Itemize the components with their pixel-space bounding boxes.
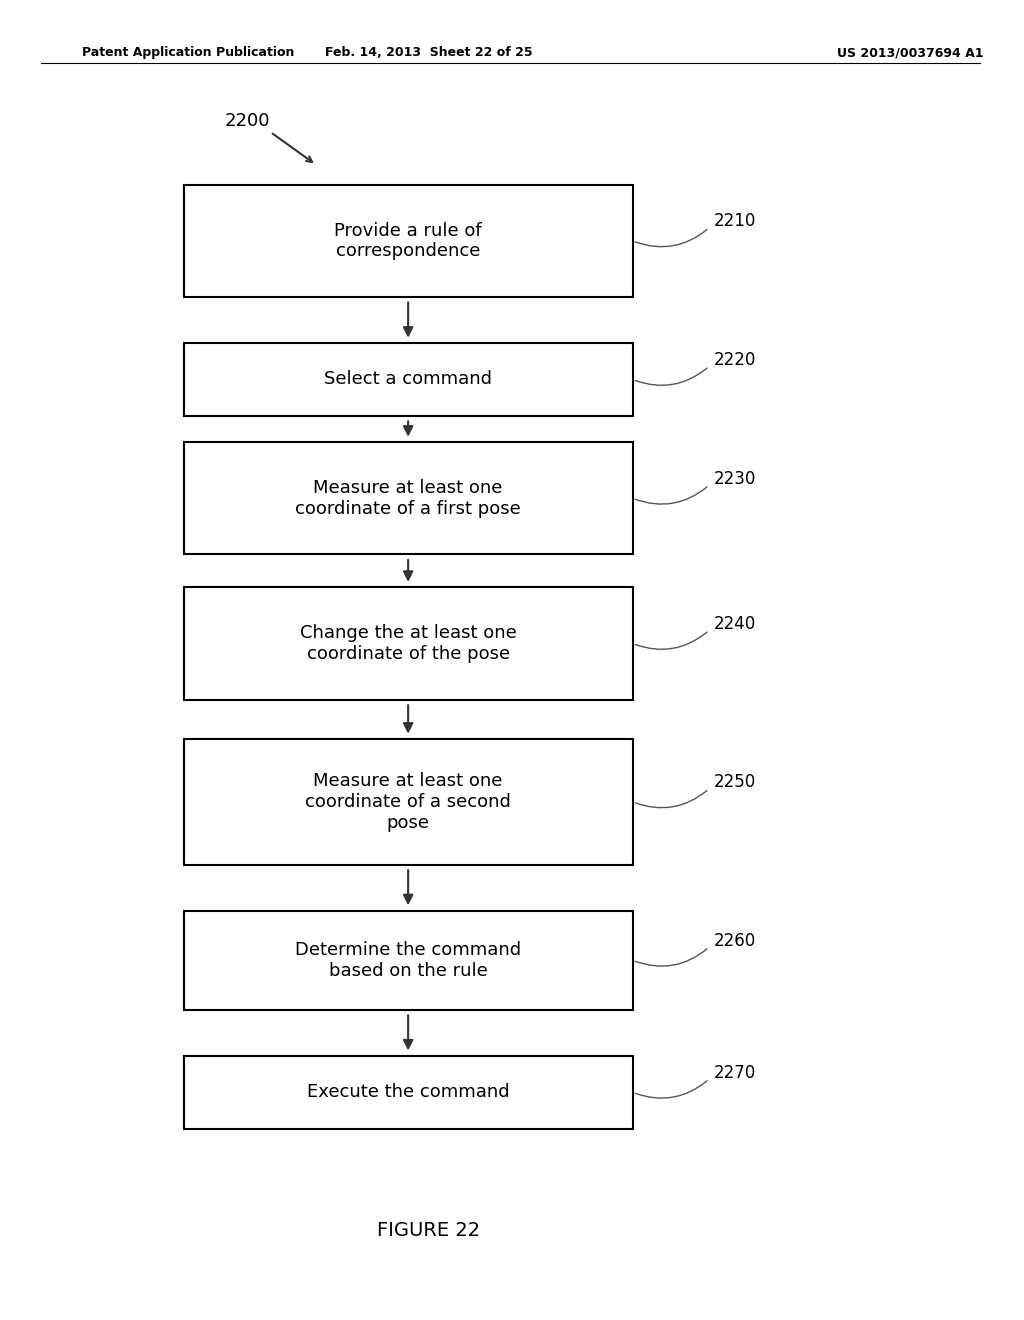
Text: 2250: 2250 <box>715 774 757 791</box>
Text: 2230: 2230 <box>715 470 757 487</box>
Text: Feb. 14, 2013  Sheet 22 of 25: Feb. 14, 2013 Sheet 22 of 25 <box>325 46 532 59</box>
Text: Measure at least one
coordinate of a first pose: Measure at least one coordinate of a fir… <box>295 479 521 517</box>
Text: Change the at least one
coordinate of the pose: Change the at least one coordinate of th… <box>300 624 516 663</box>
Text: Provide a rule of
correspondence: Provide a rule of correspondence <box>334 222 482 260</box>
Text: FIGURE 22: FIGURE 22 <box>377 1221 480 1239</box>
Text: Select a command: Select a command <box>325 371 493 388</box>
FancyBboxPatch shape <box>183 185 633 297</box>
FancyBboxPatch shape <box>183 1056 633 1129</box>
Text: Measure at least one
coordinate of a second
pose: Measure at least one coordinate of a sec… <box>305 772 511 832</box>
FancyBboxPatch shape <box>183 739 633 865</box>
Text: 2270: 2270 <box>715 1064 757 1081</box>
Text: Execute the command: Execute the command <box>307 1084 510 1101</box>
FancyBboxPatch shape <box>183 442 633 554</box>
Text: US 2013/0037694 A1: US 2013/0037694 A1 <box>837 46 983 59</box>
FancyBboxPatch shape <box>183 587 633 700</box>
Text: 2240: 2240 <box>715 615 757 632</box>
Text: 2200: 2200 <box>224 112 270 131</box>
Text: 2220: 2220 <box>715 351 757 368</box>
Text: 2260: 2260 <box>715 932 757 949</box>
Text: Determine the command
based on the rule: Determine the command based on the rule <box>295 941 521 979</box>
FancyBboxPatch shape <box>183 911 633 1010</box>
FancyBboxPatch shape <box>183 343 633 416</box>
Text: Patent Application Publication: Patent Application Publication <box>82 46 294 59</box>
Text: 2210: 2210 <box>715 213 757 230</box>
